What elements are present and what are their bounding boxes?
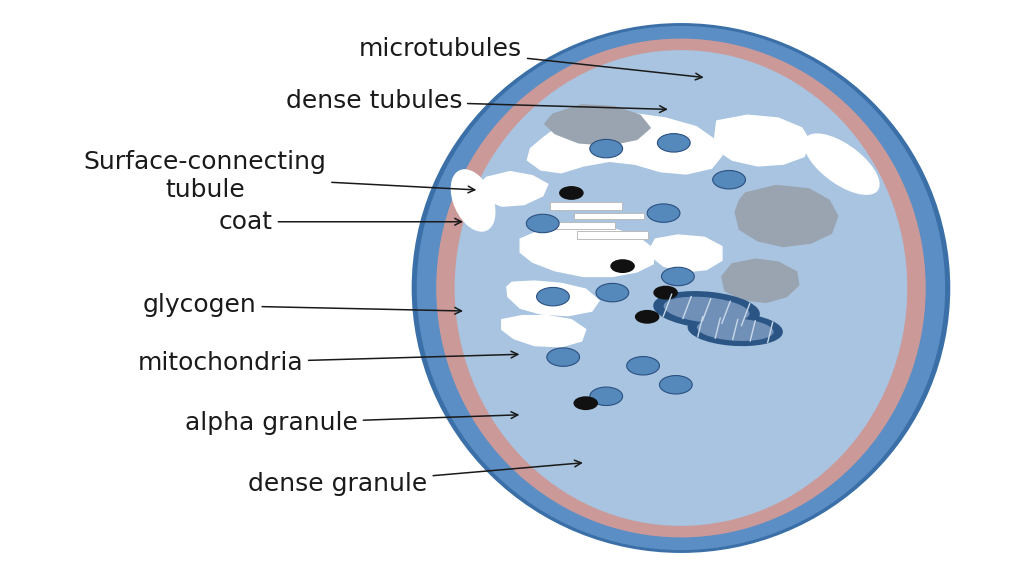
Polygon shape (527, 112, 722, 174)
FancyBboxPatch shape (549, 222, 614, 229)
Polygon shape (476, 172, 548, 206)
Ellipse shape (804, 134, 880, 195)
Polygon shape (520, 225, 653, 276)
Polygon shape (507, 281, 599, 316)
Polygon shape (651, 235, 722, 272)
Text: alpha granule: alpha granule (185, 411, 518, 435)
Circle shape (590, 139, 623, 158)
Circle shape (627, 357, 659, 375)
Text: coat: coat (219, 210, 462, 234)
Circle shape (647, 204, 680, 222)
Circle shape (713, 170, 745, 189)
Text: microtubules: microtubules (358, 37, 702, 80)
Ellipse shape (697, 318, 773, 341)
Text: glycogen: glycogen (142, 293, 462, 317)
Circle shape (610, 259, 635, 273)
Circle shape (537, 287, 569, 306)
Circle shape (635, 310, 659, 324)
Circle shape (596, 283, 629, 302)
Ellipse shape (455, 50, 907, 526)
Text: dense granule: dense granule (248, 460, 582, 496)
Polygon shape (545, 105, 650, 145)
Circle shape (559, 186, 584, 200)
Polygon shape (722, 259, 799, 302)
Circle shape (662, 267, 694, 286)
Text: Surface-connecting
tubule: Surface-connecting tubule (83, 150, 475, 202)
Circle shape (526, 214, 559, 233)
Circle shape (573, 396, 598, 410)
Polygon shape (502, 316, 586, 347)
Ellipse shape (412, 23, 950, 553)
Ellipse shape (688, 314, 782, 345)
Circle shape (590, 387, 623, 406)
Text: mitochondria: mitochondria (137, 351, 518, 375)
Circle shape (657, 134, 690, 152)
FancyBboxPatch shape (574, 213, 644, 219)
Circle shape (653, 286, 678, 300)
Circle shape (547, 348, 580, 366)
Text: dense tubules: dense tubules (286, 89, 667, 113)
Ellipse shape (654, 292, 759, 328)
Ellipse shape (436, 39, 926, 537)
Ellipse shape (664, 297, 750, 323)
FancyBboxPatch shape (577, 231, 648, 238)
Circle shape (659, 376, 692, 394)
Polygon shape (735, 185, 838, 247)
FancyBboxPatch shape (550, 202, 622, 210)
Ellipse shape (451, 169, 496, 232)
Polygon shape (715, 115, 811, 166)
Ellipse shape (417, 26, 945, 550)
